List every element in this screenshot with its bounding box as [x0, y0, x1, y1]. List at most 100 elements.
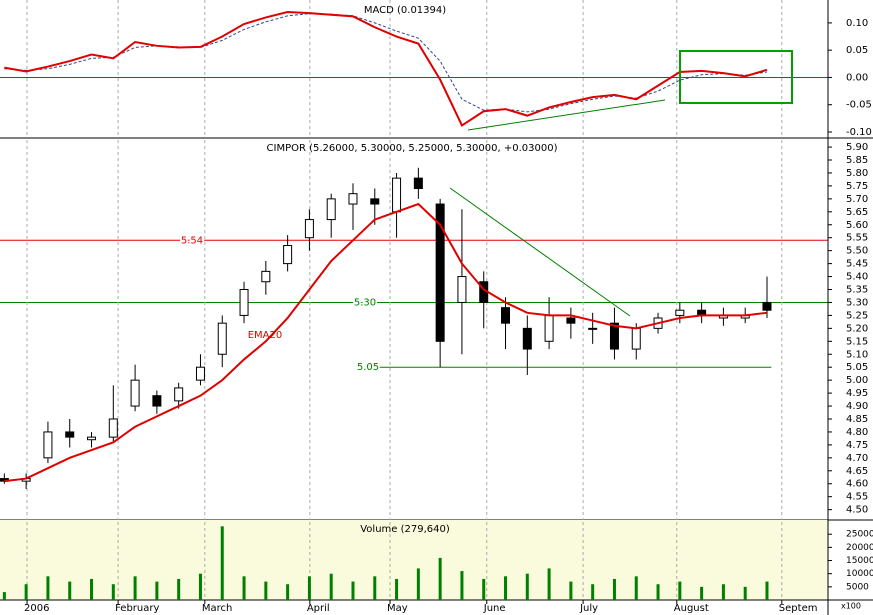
volume-unit: x100: [841, 602, 861, 611]
candle-body: [65, 431, 75, 438]
candle-body: [370, 198, 380, 205]
y-tick-label: 5.45: [846, 259, 868, 270]
x-tick-label: August: [674, 603, 709, 614]
volume-bar: [155, 581, 159, 600]
y-tick-label: 5.40: [846, 272, 868, 283]
y-tick-label: 5.30: [846, 297, 868, 308]
line-series: [4, 202, 768, 483]
y-tick-label: 5.35: [846, 285, 868, 296]
plot: 5.54 5.30 5.05: [0, 10, 772, 600]
volume-bar: [373, 576, 377, 600]
volume-bar: [721, 584, 725, 600]
volume-bar: [177, 578, 181, 600]
price-trendline: [449, 187, 631, 317]
level-label: 5.30: [354, 297, 376, 308]
candle-body: [588, 327, 598, 330]
y-tick-label: 0.10: [846, 18, 868, 29]
y-tick-label: 4.50: [846, 505, 868, 516]
candle-body: [522, 327, 532, 350]
candle-body: [283, 244, 293, 265]
volume-bar: [264, 581, 268, 600]
macd-trendline: [467, 99, 666, 131]
y-tick-label: 5.65: [846, 207, 868, 218]
line-series: [4, 10, 768, 127]
volume-title: Volume (279,640): [360, 524, 450, 535]
volume-bar: [438, 557, 442, 600]
candle-body: [457, 276, 467, 303]
volume-bar: [525, 573, 529, 600]
y-tick-label: 4.90: [846, 401, 868, 412]
volume-bar: [2, 592, 6, 600]
volume-bar: [133, 576, 137, 600]
ema-label: EMA20: [248, 330, 283, 341]
candle-body: [195, 366, 205, 381]
y-tick-label: 4.85: [846, 414, 868, 425]
y-tick-label: 5.60: [846, 220, 868, 231]
y-tick-label: 5.20: [846, 323, 868, 334]
volume-bar: [612, 578, 616, 600]
candle-body: [261, 270, 271, 283]
volume-bar: [220, 526, 224, 600]
volume-bar: [634, 576, 638, 600]
y-tick-label: 5.05: [846, 362, 868, 373]
x-tick-label: July: [579, 603, 598, 614]
x-tick-label: April: [307, 603, 330, 614]
x-tick-label: March: [202, 603, 232, 614]
candle-body: [675, 309, 685, 316]
x-tick-label: May: [387, 603, 408, 614]
candle-body: [566, 317, 576, 324]
macd-title: MACD (0.01394): [364, 5, 446, 16]
x-tick-label: February: [115, 603, 159, 614]
x-tick-label: Septem: [779, 603, 818, 614]
y-tick-label: 0.00: [846, 72, 868, 83]
y-tick-label: 5.80: [846, 168, 868, 179]
y-tick-label: 5.90: [846, 142, 868, 153]
volume-bar: [569, 581, 573, 600]
candle-body: [392, 177, 402, 213]
panel-background: [0, 520, 828, 600]
y-tick-label: 5.10: [846, 349, 868, 360]
y-tick-label: 5.70: [846, 194, 868, 205]
volume-bar: [90, 578, 94, 600]
volume-bar: [68, 581, 72, 600]
candle-body: [326, 198, 336, 221]
candle-body: [217, 322, 227, 355]
candle-body: [435, 203, 445, 342]
highlight-box: [679, 50, 793, 104]
grid: [0, 0, 828, 600]
y-tick-label: 4.65: [846, 466, 868, 477]
volume-bar: [395, 578, 399, 600]
volume-bar: [351, 581, 355, 600]
x-tick-label: June: [483, 603, 506, 614]
y-tick-label: -0.10: [846, 127, 872, 138]
candle-body: [762, 301, 772, 311]
volume-bar: [24, 584, 28, 600]
candle-body: [304, 219, 314, 239]
y-tick-label: 5.75: [846, 181, 868, 192]
volume-bar: [46, 576, 50, 600]
volume-bar: [591, 584, 595, 600]
candle-body: [130, 379, 140, 407]
volume-bar: [460, 571, 464, 600]
candle-body: [631, 327, 641, 350]
y-tick-label: 20000: [846, 543, 873, 553]
y-tick-label: 4.70: [846, 453, 868, 464]
y-tick-label: 4.80: [846, 427, 868, 438]
volume-bar: [504, 576, 508, 600]
y-tick-label: 4.95: [846, 388, 868, 399]
candle-body: [152, 395, 162, 407]
volume-bar: [765, 581, 769, 600]
volume-bar: [111, 584, 115, 600]
candle-body: [239, 289, 249, 316]
y-tick-label: 5.55: [846, 233, 868, 244]
candle-body: [609, 322, 619, 350]
y-tick-label: 5.85: [846, 155, 868, 166]
y-tick-label: -0.05: [846, 100, 872, 111]
y-tick-label: 5000: [846, 582, 869, 592]
y-tick-label: 5.50: [846, 246, 868, 257]
y-tick-label: 4.75: [846, 440, 868, 451]
panel-backgrounds: [0, 137, 873, 601]
y-tick-label: 0.05: [846, 45, 868, 56]
y-tick-label: 10000: [846, 569, 873, 579]
